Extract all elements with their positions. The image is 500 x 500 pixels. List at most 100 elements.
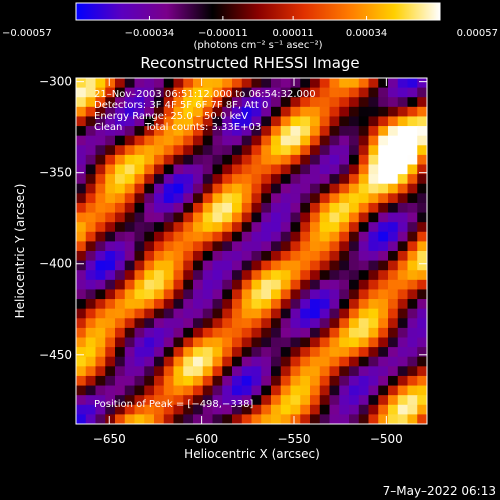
heatmap-cell — [183, 318, 194, 329]
heatmap-cell — [115, 260, 126, 271]
heatmap-cell — [95, 260, 106, 271]
heatmap-cell — [300, 193, 311, 204]
heatmap-cell — [319, 231, 331, 242]
heatmap-cell — [241, 337, 253, 348]
heatmap-cell — [163, 135, 175, 146]
heatmap-cell — [368, 318, 379, 329]
heatmap-cell — [310, 193, 321, 204]
heatmap-cell — [310, 251, 321, 262]
heatmap-cell — [290, 347, 301, 358]
heatmap-cell — [300, 222, 311, 233]
heatmap-cell — [115, 135, 126, 146]
heatmap-cell — [241, 174, 253, 185]
heatmap-cell — [232, 337, 243, 348]
heatmap-cell — [290, 183, 301, 194]
heatmap-cell — [85, 231, 97, 242]
heatmap-cell — [358, 279, 370, 291]
heatmap-cell — [417, 260, 427, 271]
heatmap-cell — [339, 337, 350, 348]
heatmap-cell — [105, 78, 116, 89]
heatmap-cell — [212, 327, 223, 339]
heatmap-cell — [115, 222, 126, 233]
heatmap-cell — [388, 327, 399, 339]
heatmap-cell — [241, 135, 253, 146]
heatmap-cell — [134, 279, 145, 291]
heatmap-cell — [358, 183, 370, 194]
heatmap-cell — [222, 289, 233, 300]
heatmap-cell — [300, 116, 311, 127]
heatmap-cell — [417, 231, 427, 242]
heatmap-cell — [85, 135, 97, 146]
heatmap-cell — [154, 87, 165, 98]
heatmap-cell — [193, 260, 204, 271]
heatmap-cell — [144, 375, 155, 387]
heatmap-cell — [183, 260, 194, 271]
heatmap-cell — [319, 404, 331, 415]
heatmap-cell — [407, 154, 418, 166]
heatmap-cell — [163, 375, 175, 387]
heatmap-cell — [76, 260, 87, 271]
heatmap-cell — [388, 404, 399, 415]
heatmap-cell — [378, 347, 389, 358]
heatmap-cell — [193, 395, 204, 406]
colorbar: −0.00057 −0.00034 −0.00011 0.00011 0.00034 0.… — [2, 2, 498, 51]
heatmap-cell — [407, 87, 418, 98]
heatmap-cell — [134, 327, 145, 339]
heatmap-cell — [134, 318, 145, 329]
heatmap-cell — [154, 183, 165, 194]
heatmap-cell — [280, 327, 292, 339]
heatmap-cell — [407, 289, 418, 300]
heatmap-cell — [319, 337, 331, 348]
heatmap-cell — [397, 231, 409, 242]
heatmap-cell — [154, 395, 165, 406]
heatmap-cell — [378, 78, 389, 89]
heatmap-cell — [95, 385, 106, 396]
heatmap-cell — [232, 318, 243, 329]
heatmap-cell — [378, 260, 389, 271]
heatmap-cell — [202, 154, 214, 166]
heatmap-cell — [241, 145, 253, 156]
heatmap-cell — [290, 356, 301, 367]
heatmap-cell — [251, 395, 262, 406]
heatmap-cell — [232, 126, 243, 137]
x-tick-label: −650 — [93, 432, 126, 446]
heatmap-cell — [310, 347, 321, 358]
heatmap-cell — [319, 183, 331, 194]
heatmap-cell — [124, 404, 136, 415]
heatmap-cell — [378, 135, 389, 146]
heatmap-cell — [202, 385, 214, 396]
heatmap-cell — [397, 279, 409, 291]
heatmap-cell — [358, 164, 370, 175]
heatmap-cell — [378, 308, 389, 319]
heatmap-cell — [358, 193, 370, 204]
heatmap-cell — [232, 279, 243, 291]
heatmap-cell — [193, 202, 204, 214]
heatmap-cell — [280, 174, 292, 185]
heatmap-cell — [144, 356, 155, 367]
heatmap-cell — [417, 404, 427, 415]
heatmap-cell — [349, 135, 360, 146]
heatmap-cell — [183, 212, 194, 223]
heatmap-cell — [232, 289, 243, 300]
heatmap-cell — [261, 337, 272, 348]
heatmap-cell — [222, 126, 233, 137]
heatmap-cell — [280, 231, 292, 242]
heatmap-cell — [115, 154, 126, 166]
heatmap-cell — [339, 270, 350, 281]
heatmap-cell — [378, 241, 389, 252]
heatmap-cell — [290, 145, 301, 156]
heatmap-cell — [300, 318, 311, 329]
heatmap-cell — [358, 385, 370, 396]
heatmap-cell — [368, 375, 379, 387]
heatmap-cell — [329, 356, 340, 367]
heatmap-cell — [202, 395, 214, 406]
heatmap-cell — [300, 327, 311, 339]
heatmap-cell — [154, 404, 165, 415]
heatmap-cell — [397, 174, 409, 185]
heatmap-cell — [339, 116, 350, 127]
heatmap-cell — [193, 78, 204, 89]
heatmap-cell — [339, 241, 350, 252]
heatmap-cell — [95, 116, 106, 127]
x-tick-label: −550 — [278, 432, 311, 446]
heatmap-cell — [95, 183, 106, 194]
